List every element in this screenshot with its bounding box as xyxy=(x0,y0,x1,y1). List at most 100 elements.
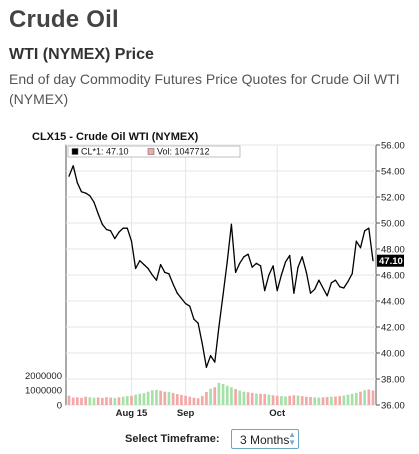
volume-bar xyxy=(67,395,71,405)
volume-bar xyxy=(317,397,321,405)
volume-bar xyxy=(367,389,371,405)
volume-bar xyxy=(255,393,258,405)
price-point xyxy=(318,279,320,281)
volume-bar xyxy=(184,395,187,405)
y-tick-label: 36.00 xyxy=(381,401,405,412)
volume-bar xyxy=(225,385,229,405)
price-point xyxy=(130,240,133,242)
price-point xyxy=(68,175,70,177)
volume-bar xyxy=(188,396,192,405)
volume-bar xyxy=(330,396,333,405)
volume-bar xyxy=(142,393,146,405)
volume-bar xyxy=(130,395,133,405)
volume-bar xyxy=(146,391,150,405)
price-point xyxy=(280,274,282,276)
price-point xyxy=(193,318,195,320)
price-point xyxy=(293,292,295,294)
y-tick-label: 52.00 xyxy=(381,193,405,204)
price-point xyxy=(230,223,233,225)
timeframe-select[interactable]: 3 Months ▲ ▼ xyxy=(231,429,299,449)
price-point xyxy=(347,280,349,283)
volume-bar xyxy=(196,398,200,405)
price-point xyxy=(255,262,257,264)
price-point xyxy=(135,267,137,270)
price-point xyxy=(372,260,374,262)
legend-swatch xyxy=(147,148,155,155)
price-point xyxy=(259,265,262,267)
price-point xyxy=(359,247,362,249)
legend-label: CL*1: 47.10 xyxy=(81,147,129,157)
x-tick-label: Oct xyxy=(269,408,286,418)
price-point xyxy=(160,264,162,266)
volume-bar xyxy=(334,396,337,405)
price-point xyxy=(222,293,224,296)
price-point xyxy=(76,182,78,184)
price-point xyxy=(364,230,366,232)
volume-bar xyxy=(209,388,212,405)
y-tick-label: 54.00 xyxy=(381,167,405,178)
price-chart: CLX15 - Crude Oil WTI (NYMEX) 36.00 38.00… xyxy=(0,128,419,418)
price-point xyxy=(110,230,112,232)
volume-bar xyxy=(84,396,87,405)
price-point xyxy=(247,253,249,255)
price-point xyxy=(239,262,241,264)
volume-bar xyxy=(121,396,125,405)
volume-bar xyxy=(205,391,208,405)
price-point xyxy=(189,305,191,307)
volume-bar xyxy=(246,392,250,405)
price-point xyxy=(155,279,158,281)
volume-bar xyxy=(371,390,375,405)
price-point xyxy=(197,322,199,324)
volume-bar xyxy=(250,392,254,405)
volume-bar xyxy=(100,397,104,405)
price-point xyxy=(268,274,270,276)
volume-bar xyxy=(171,392,175,405)
volume-bar xyxy=(280,396,283,405)
volume-bar xyxy=(159,390,162,405)
volume-bar xyxy=(234,389,237,405)
last-price-tag xyxy=(377,254,404,267)
volume-bar xyxy=(221,383,225,405)
y-tick-label: 40.00 xyxy=(381,349,405,360)
volume-bar xyxy=(288,395,292,405)
price-point xyxy=(176,292,178,294)
price-point xyxy=(368,227,370,229)
price-point xyxy=(97,213,99,215)
volume-bar xyxy=(167,391,171,405)
y-tick-label: 48.00 xyxy=(381,245,405,256)
price-point xyxy=(343,287,345,289)
volume-bar xyxy=(284,396,287,405)
volume-bar xyxy=(359,391,362,405)
up-down-arrows-icon[interactable]: ▲ ▼ xyxy=(288,430,296,447)
price-point xyxy=(168,273,170,275)
price-point xyxy=(226,261,228,263)
volume-bar xyxy=(338,396,342,405)
price-point xyxy=(251,266,253,268)
price-point xyxy=(289,254,291,257)
volume-bar xyxy=(242,391,246,405)
timeframe-bar: Select Timeframe: 3 Months ▲ ▼ xyxy=(0,428,419,452)
price-point xyxy=(297,266,299,268)
y-tick-label: 46.00 xyxy=(381,271,405,282)
volume-bar xyxy=(163,391,167,405)
x-tick-label: Aug 15 xyxy=(116,408,148,418)
price-point xyxy=(355,240,357,242)
price-point xyxy=(234,271,237,273)
x-tick-label: Sep xyxy=(177,408,195,418)
volume-bar xyxy=(230,387,233,405)
volume-bar xyxy=(117,397,121,405)
price-point xyxy=(164,271,166,273)
volume-bar xyxy=(175,394,179,405)
volume-bar xyxy=(71,397,75,405)
price-point xyxy=(209,355,212,357)
price-point xyxy=(126,227,128,229)
volume-bar xyxy=(296,395,300,405)
price-point xyxy=(101,223,103,225)
price-point xyxy=(147,267,149,270)
volume-bar xyxy=(267,394,271,405)
volume-bar xyxy=(109,397,112,405)
price-point xyxy=(118,231,120,233)
volume-bar xyxy=(292,395,296,405)
y-tick-label: 38.00 xyxy=(381,375,405,386)
volume-bar xyxy=(238,390,242,405)
